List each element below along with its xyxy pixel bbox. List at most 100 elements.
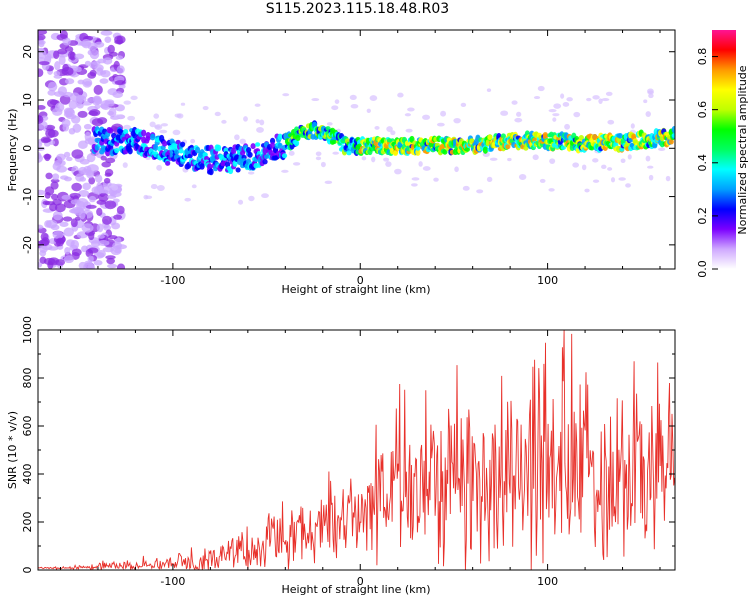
heatmap-cell [349,94,357,101]
heatmap-cell [581,164,587,171]
heatmap-cell [150,133,156,141]
heatmap-cell [254,103,261,107]
heatmap-cell [44,192,51,199]
spectrogram-y-axis-label: Frequency (Hz) [6,109,19,192]
heatmap-cell [87,72,97,79]
heatmap-cell [42,137,52,143]
spectrogram-x-axis-label: Height of straight line (km) [281,283,430,296]
x-tick-label: 100 [537,274,558,287]
heatmap-cell [107,263,118,269]
heatmap-cell [71,248,82,257]
heatmap-cell [79,209,86,220]
heatmap-cell [566,97,573,102]
heatmap-cell [130,95,138,101]
heatmap-cell [55,237,65,247]
heatmap-cell [50,193,59,201]
heatmap-cell [104,172,112,177]
heatmap-cell [50,181,59,190]
heatmap-cell [539,178,546,183]
heatmap-cell [578,134,584,141]
heatmap-cell [107,44,115,54]
x-tick-label: -100 [160,575,185,588]
heatmap-cell [53,71,61,77]
heatmap-cell [150,184,158,190]
heatmap-cell [454,166,459,173]
heatmap-cell [64,247,71,255]
heatmap-cell [214,111,221,117]
heatmap-cell [573,111,581,118]
heatmap-cell [647,165,654,169]
heatmap-cell [104,100,115,107]
heatmap-cell [411,183,418,187]
heatmap-cell [411,177,420,181]
heatmap-cell [405,128,413,133]
heatmap-cell [221,119,227,124]
heatmap-cell [86,97,97,103]
heatmap-cell [45,172,53,180]
heatmap-cell [235,167,241,173]
heatmap-cell [584,188,590,193]
colorbar-tick-label: 0.8 [696,48,709,66]
heatmap-cell [216,144,222,152]
heatmap-cell [52,210,63,221]
heatmap-cell [487,134,493,141]
heatmap-cell [552,113,560,117]
heatmap-cell [250,143,256,150]
heatmap-cell [145,136,151,141]
heatmap-cell [38,189,46,196]
heatmap-cell [645,111,651,117]
heatmap-cell [346,150,352,156]
heatmap-cell [127,115,136,121]
heatmap-cell [115,55,124,60]
heatmap-cell [94,174,103,183]
heatmap-cell [87,263,95,269]
heatmap-cell [160,123,169,127]
heatmap-cell [85,204,97,209]
heatmap-cell [75,66,82,73]
heatmap-cell [47,246,59,251]
heatmap-cell [247,151,253,158]
heatmap-cell [61,119,71,127]
heatmap-cell [86,169,95,179]
heatmap-cell [114,147,120,154]
heatmap-cell [103,57,113,65]
heatmap-cell [156,164,163,171]
heatmap-cell [106,194,117,199]
heatmap-cell [78,261,87,269]
heatmap-cell [671,133,675,138]
spectrogram-x-ticks: -100 0 100 [59,30,661,287]
heatmap-cell [87,255,94,263]
heatmap-cell [62,216,73,222]
heatmap-cell [239,138,246,145]
heatmap-cell [38,142,43,147]
colorbar-tick-label: 0.0 [696,260,709,278]
y-tick-label: 1000 [21,316,34,344]
heatmap-cell [486,88,492,92]
y-tick-label: 600 [21,416,34,437]
heatmap-cell [277,142,283,149]
heatmap-cell [93,84,103,95]
snr-y-axis-label: SNR (10 * v/v) [6,411,19,489]
heatmap-cell [415,148,421,156]
heatmap-cell [665,175,671,182]
page-title: S115.2023.115.18.48.R03 [265,1,450,17]
heatmap-cell [68,51,75,60]
heatmap-cell [97,239,110,246]
heatmap-cell [97,234,105,239]
heatmap-cell [60,175,69,180]
heatmap-cell [460,102,467,107]
heatmap-cell [361,156,367,161]
heatmap-cell [94,104,101,110]
heatmap-cell [72,123,82,133]
heatmap-cell [70,218,78,228]
heatmap-cell [111,184,119,191]
heatmap-cell [49,203,58,212]
heatmap-cell [104,36,112,43]
snr-x-ticks: -100 0 100 [59,330,661,588]
heatmap-cell [645,155,651,162]
heatmap-cell [607,167,613,171]
heatmap-cell [592,179,600,183]
heatmap-cell [254,142,261,147]
heatmap-cell [77,110,88,118]
heatmap-cell [47,89,56,96]
